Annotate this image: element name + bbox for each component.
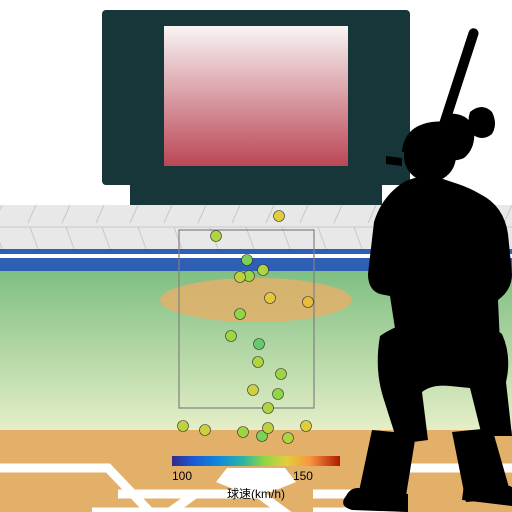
pitch-marker — [273, 389, 284, 400]
pitch-marker — [263, 423, 274, 434]
pitch-marker — [253, 357, 264, 368]
pitch-marker — [274, 211, 285, 222]
pitchers-mound — [160, 278, 352, 322]
legend-tick: 150 — [293, 469, 313, 483]
pitch-marker — [200, 425, 211, 436]
pitch-marker — [235, 272, 246, 283]
pitch-marker — [254, 339, 265, 350]
scoreboard-stand — [130, 170, 382, 205]
scoreboard-screen — [164, 26, 348, 166]
speed-legend-bar — [172, 456, 340, 466]
pitch-marker — [235, 309, 246, 320]
pitch-marker — [211, 231, 222, 242]
pitch-marker — [301, 421, 312, 432]
pitch-marker — [238, 427, 249, 438]
pitch-marker — [258, 265, 269, 276]
pitch-marker — [303, 297, 314, 308]
pitch-marker — [265, 293, 276, 304]
pitch-marker — [242, 255, 253, 266]
legend-axis-label: 球速(km/h) — [227, 487, 285, 501]
pitch-marker — [276, 369, 287, 380]
pitch-marker — [283, 433, 294, 444]
pitch-marker — [263, 403, 274, 414]
pitch-location-chart: 100 150 球速(km/h) — [0, 0, 512, 512]
pitch-marker — [226, 331, 237, 342]
pitch-marker — [248, 385, 259, 396]
legend-tick: 100 — [172, 469, 192, 483]
pitch-marker — [178, 421, 189, 432]
